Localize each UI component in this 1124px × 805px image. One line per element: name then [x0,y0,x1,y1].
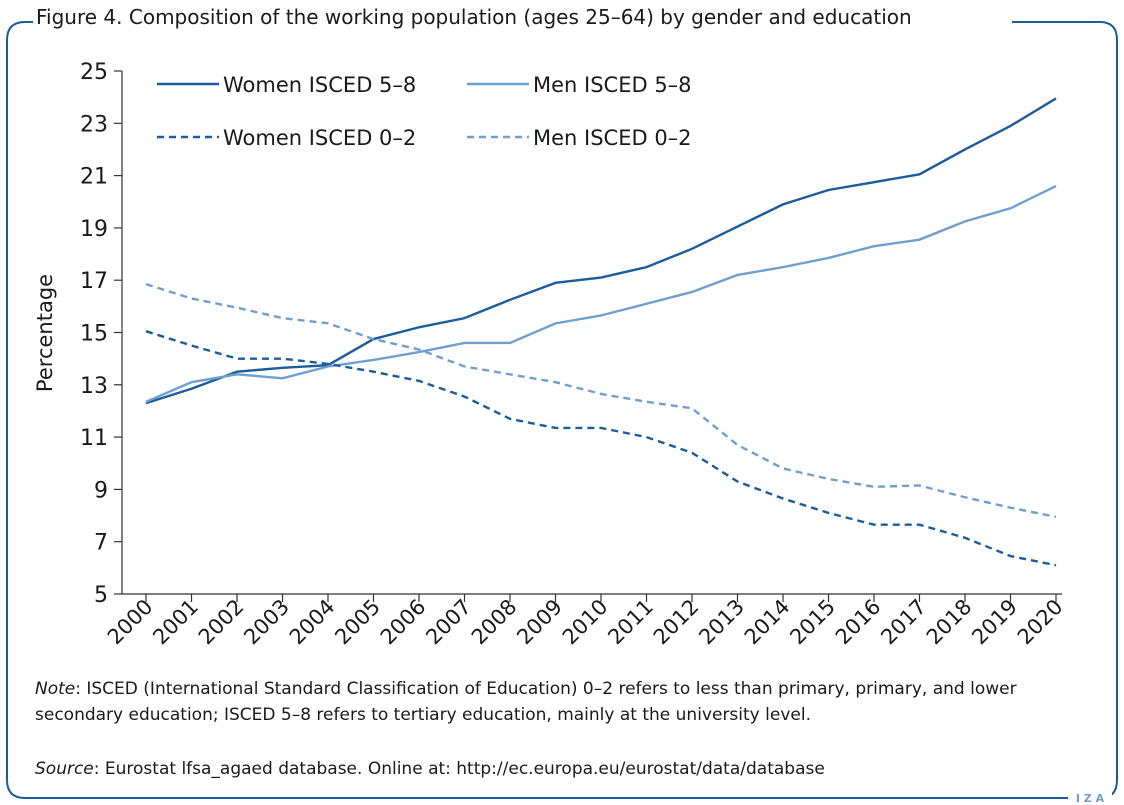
y-tick-label: 11 [80,426,108,451]
x-tick-label: 2002 [194,595,249,650]
note: Note: ISCED (International Standard Clas… [35,676,1095,728]
x-tick-label: 2009 [512,595,567,650]
x-tick-label: 2006 [376,595,431,650]
legend-label: Men ISCED 5–8 [533,73,692,97]
x-tick-label: 2012 [649,595,704,650]
x-tick-label: 2016 [831,595,886,650]
y-tick-label: 21 [80,165,108,190]
x-tick-label: 2020 [1013,595,1068,650]
line-series [145,184,1057,403]
legend-label: Men ISCED 0–2 [533,126,692,150]
y-tick-label: 9 [94,478,108,503]
y-tick-label: 17 [80,269,108,294]
y-tick-label: 5 [94,583,108,608]
x-tick-label: 2015 [785,595,840,650]
x-tick-label: 2018 [922,595,977,650]
source-label: Source [35,759,94,779]
source: Source: Eurostat lfsa_agaed database. On… [35,756,1095,782]
x-tick-label: 2004 [285,595,340,650]
x-tick-label: 2005 [330,595,385,650]
chart-title: Figure 4. Composition of the working pop… [36,5,912,29]
x-tick-label: 2007 [421,595,476,650]
x-tick-label: 2010 [558,595,613,650]
y-axis-label: Percentage [33,274,57,392]
y-tick-label: 13 [80,374,108,399]
logo: I Z A [1076,792,1105,805]
x-tick-label: 2011 [603,595,658,650]
line-series [145,330,1057,567]
x-tick-label: 2000 [103,595,158,650]
x-tick-label: 2014 [740,595,795,650]
y-tick-label: 7 [94,531,108,556]
y-tick-label: 19 [80,217,108,242]
x-tick-label: 2013 [694,595,749,650]
x-tick-label: 2001 [148,595,203,650]
note-label: Note [35,679,76,699]
x-tick-label: 2019 [967,595,1022,650]
note-text: : ISCED (International Standard Classifi… [35,679,1017,725]
source-text: : Eurostat lfsa_agaed database. Online a… [93,759,825,779]
legend-label: Women ISCED 5–8 [223,73,416,97]
y-tick-label: 23 [80,112,108,137]
line-series [145,282,1057,519]
frame [6,21,1118,799]
legend-label: Women ISCED 0–2 [223,126,416,150]
y-tick-label: 25 [80,60,108,85]
y-tick-label: 15 [80,322,108,347]
logo-bg [1068,790,1112,804]
x-tick-label: 2017 [876,595,931,650]
x-tick-label: 2008 [467,595,522,650]
x-tick-label: 2003 [239,595,294,650]
line-series [145,97,1057,405]
